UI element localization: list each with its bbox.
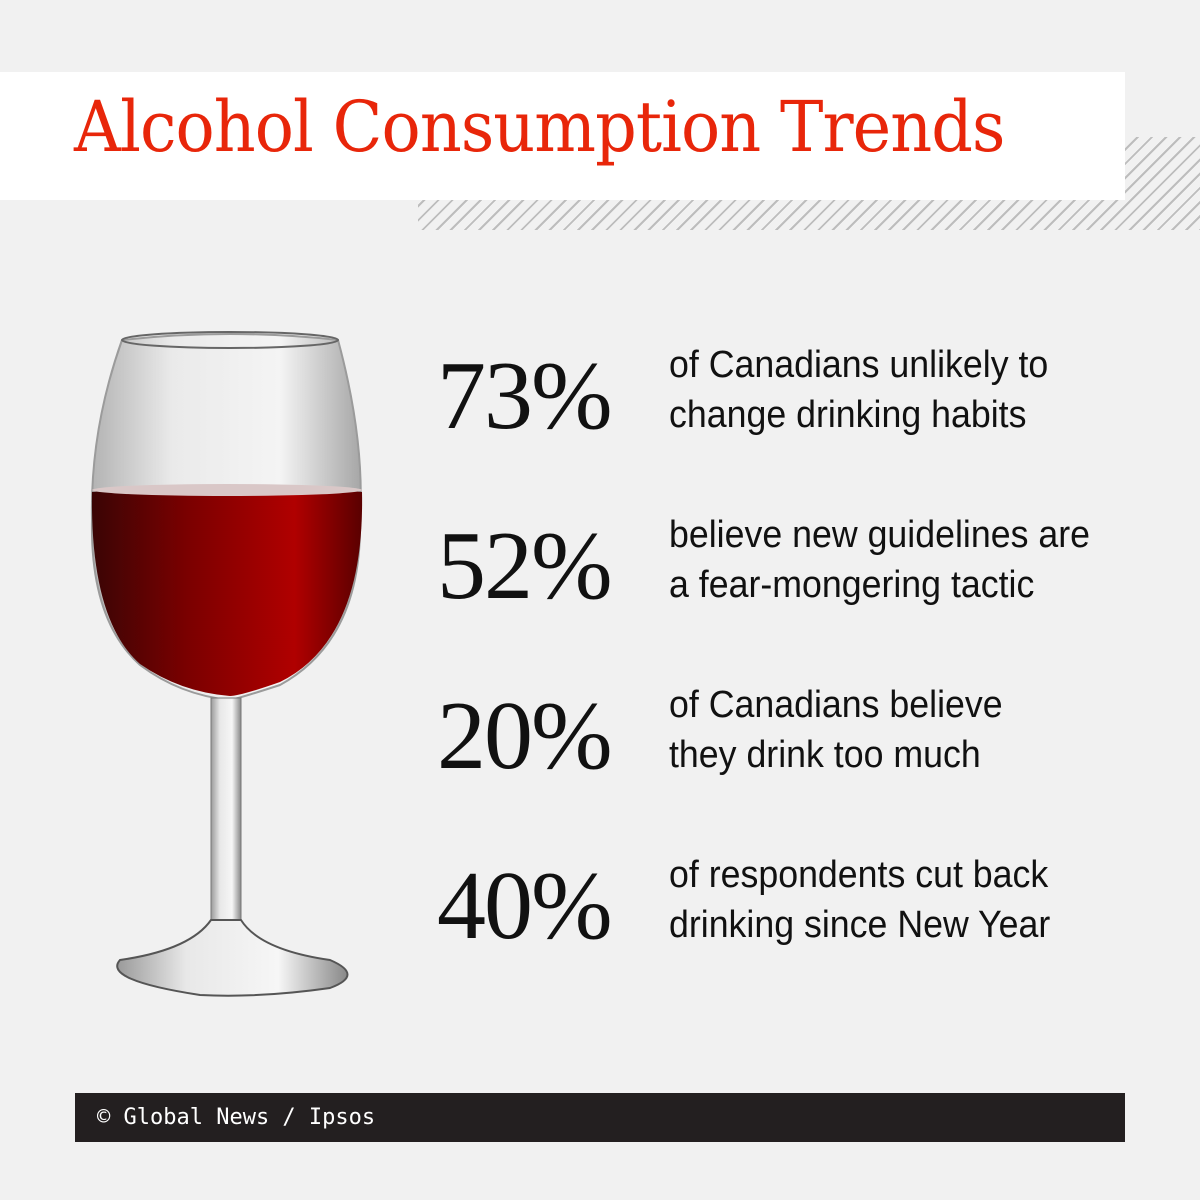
footer-credit-bar: © Global News / Ipsos bbox=[75, 1093, 1125, 1142]
credit-text: © Global News / Ipsos bbox=[97, 1105, 376, 1130]
stat-value: 73% bbox=[437, 342, 613, 450]
stat-value: 40% bbox=[437, 852, 613, 960]
page-title: Alcohol Consumption Trends bbox=[74, 86, 1005, 168]
stat-description: of Canadians believe they drink too much bbox=[669, 684, 1003, 776]
wine-glass-image bbox=[90, 331, 363, 997]
stat-value: 20% bbox=[437, 682, 613, 790]
title-banner bbox=[0, 72, 1125, 200]
stat-description: believe new guidelines are a fear-mongeri… bbox=[669, 514, 1090, 606]
stat-description: of Canadians unlikely to change drinking … bbox=[669, 344, 1049, 436]
stat-description: of respondents cut back drinking since Ne… bbox=[669, 854, 1051, 946]
stat-value: 52% bbox=[437, 512, 613, 620]
